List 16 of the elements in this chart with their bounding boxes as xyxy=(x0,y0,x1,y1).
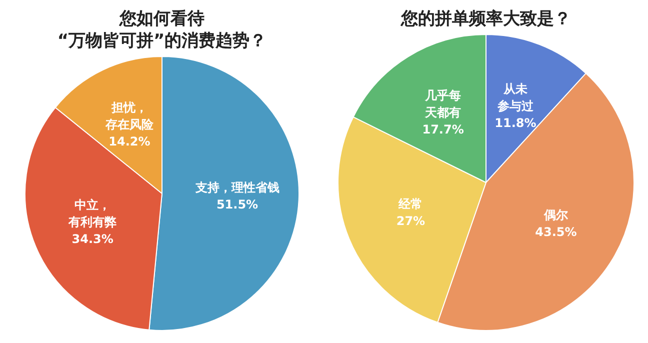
slice-label: 中立，有利有弊 xyxy=(68,198,118,229)
chart-title: 您如何看待 “万物皆可拼”的消费趋势？ xyxy=(57,8,267,52)
slice-label: 几乎每天都有 xyxy=(424,88,462,120)
data-label: 34.3% xyxy=(72,232,114,246)
slice-label: 从未参与过 xyxy=(496,82,534,113)
data-label: 51.5% xyxy=(216,198,258,212)
slice-label: 偶尔 xyxy=(542,208,569,222)
data-label: 11.8% xyxy=(494,116,536,130)
data-label: 43.5% xyxy=(535,224,577,239)
slice-label: 经常 xyxy=(398,197,423,212)
slice-label: 支持，理性省钱 xyxy=(194,180,280,195)
data-label: 17.7% xyxy=(422,122,464,136)
data-label: 27% xyxy=(396,214,426,228)
data-label: 14.2% xyxy=(108,134,150,149)
chart-title: 您的拼单频率大致是？ xyxy=(401,8,571,30)
slice-label: 担忧，存在风险 xyxy=(104,100,154,132)
